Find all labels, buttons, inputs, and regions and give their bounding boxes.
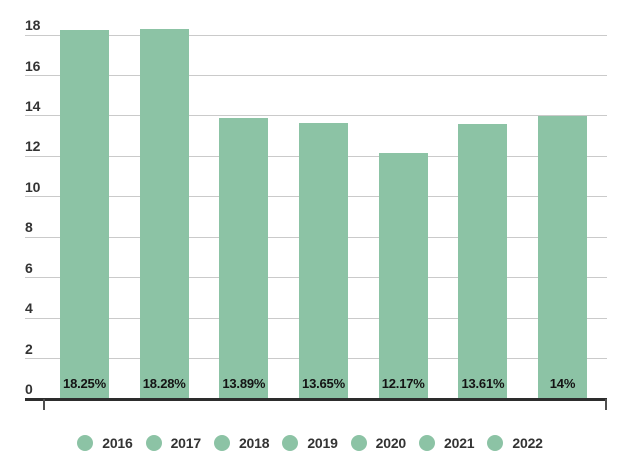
legend-marker-icon	[213, 435, 230, 451]
legend-marker-icon	[419, 435, 436, 451]
x-axis-end-tick	[605, 398, 607, 410]
gridline-y-16	[25, 75, 607, 76]
legend-item-2020[interactable]: 2020	[350, 435, 407, 451]
legend-marker-icon	[350, 435, 367, 451]
bar-2021[interactable]	[458, 123, 508, 399]
legend-item-label: 2021	[444, 435, 475, 451]
legend-item-label: 2018	[238, 435, 270, 451]
legend-marker-icon	[282, 435, 299, 451]
legend-item-2022[interactable]: 2022	[487, 435, 543, 451]
legend-item-label: 2019	[307, 435, 338, 451]
bar-value-label-2016: 18.25%	[63, 376, 106, 391]
legend-marker-icon	[77, 435, 94, 451]
bar-2018[interactable]	[219, 118, 269, 399]
legend-item-label: 2017	[170, 435, 202, 451]
y-axis-tick-label-16: 16	[25, 57, 41, 74]
bar-2022[interactable]	[538, 115, 587, 399]
y-axis-tick-label-14: 14	[25, 97, 41, 114]
y-axis-tick-label-6: 6	[25, 259, 33, 276]
gridline-y-14	[25, 115, 607, 117]
x-axis-line	[25, 397, 607, 401]
y-axis-tick-label-12: 12	[25, 138, 41, 155]
y-axis-tick-label-8: 8	[25, 219, 33, 236]
bar-value-label-2021: 13.61%	[461, 376, 505, 391]
bar-value-label-2017: 18.28%	[142, 376, 186, 391]
y-axis-tick-label-18: 18	[25, 17, 41, 33]
legend-item-2019[interactable]: 2019	[282, 435, 338, 451]
bar-value-label-2018: 13.89%	[222, 376, 266, 391]
bar-value-label-2022: 14%	[549, 376, 576, 391]
bar-2020[interactable]	[378, 152, 428, 399]
legend-item-label: 2016	[102, 435, 133, 451]
legend-item-2016[interactable]: 2016	[77, 435, 133, 451]
legend: 2016 2017 2018 2019 2020 2021 2022	[0, 433, 620, 453]
legend-item-2017[interactable]: 2017	[145, 435, 202, 451]
legend-marker-icon	[487, 435, 504, 451]
bar-2017[interactable]	[139, 29, 189, 399]
legend-item-2021[interactable]: 2021	[419, 435, 475, 451]
bar-2019[interactable]	[299, 123, 348, 399]
y-axis-tick-label-2: 2	[25, 340, 33, 357]
legend-item-label: 2020	[375, 435, 407, 451]
y-axis-tick-label-10: 10	[25, 178, 41, 195]
legend-item-2018[interactable]: 2018	[213, 435, 270, 451]
y-axis-tick-label-4: 4	[25, 300, 33, 317]
gridline-y-18	[25, 34, 607, 36]
y-axis-tick-label-0: 0	[25, 381, 33, 397]
legend-item-label: 2022	[512, 435, 543, 451]
bar-value-label-2019: 13.65%	[302, 376, 345, 391]
bar-2016[interactable]	[60, 30, 109, 399]
bar-value-label-2020: 12.17%	[381, 376, 425, 391]
legend-marker-icon	[145, 435, 162, 451]
x-axis-start-tick	[43, 398, 45, 410]
